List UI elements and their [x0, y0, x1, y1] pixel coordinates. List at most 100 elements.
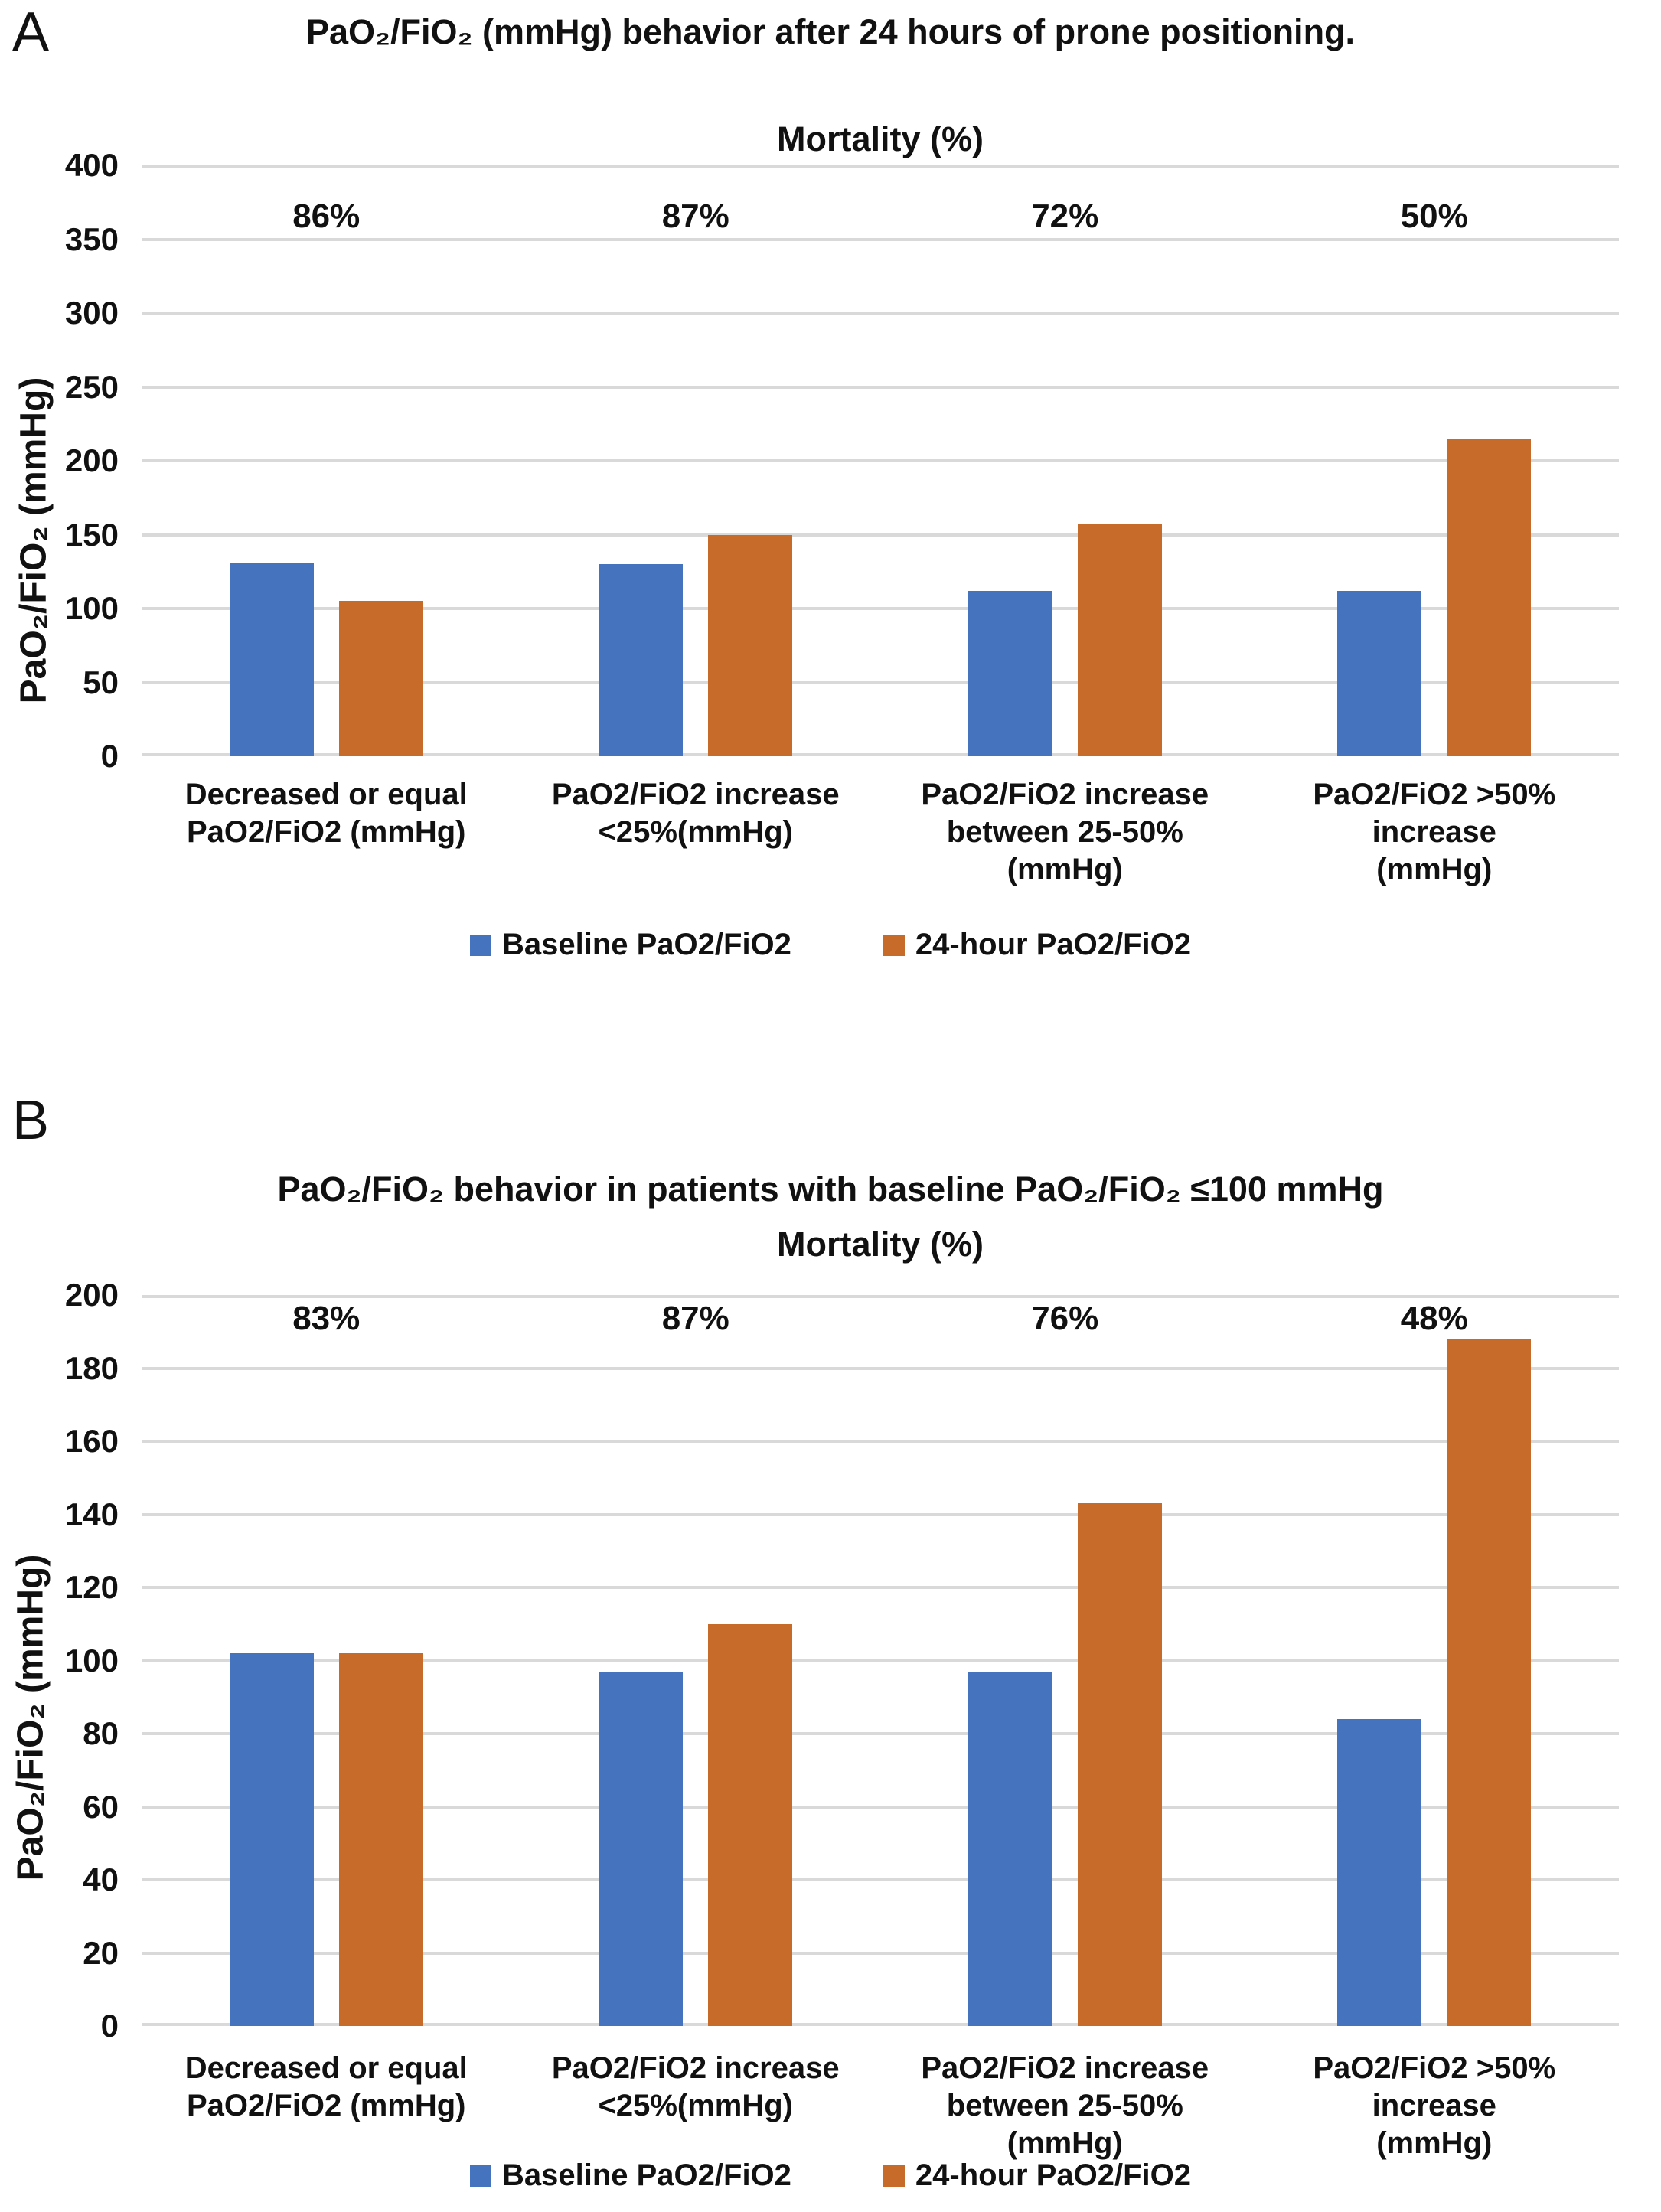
bar-group	[1250, 165, 1620, 756]
gridline	[142, 1732, 1619, 1735]
bar-24hour	[1077, 1503, 1162, 2026]
bar-24hour	[338, 601, 423, 756]
bar-24hour	[1077, 524, 1162, 756]
category-label-line: PaO2/FiO2 increase	[921, 2051, 1209, 2085]
y-tick-label: 0	[100, 2008, 119, 2044]
gridline	[142, 312, 1619, 315]
category-label-line: Decreased or equal	[184, 778, 468, 811]
category-label-line: PaO2/FiO2 >50% increase	[1313, 2051, 1556, 2122]
y-tick-label: 40	[83, 1861, 119, 1897]
chart-b-mortality-labels: 83% 87% 76% 48%	[142, 1300, 1619, 1338]
mortality-label: 76%	[1031, 1300, 1099, 1337]
y-tick-label: 400	[64, 147, 119, 183]
mortality-label: 87%	[661, 1300, 729, 1337]
gridline	[142, 1512, 1619, 1516]
category-label: PaO2/FiO2 increase <25%(mmHg)	[511, 2050, 881, 2162]
gridline	[142, 1295, 1619, 1298]
category-label: PaO2/FiO2 >50% increase (mmHg)	[1250, 776, 1620, 889]
gridline	[142, 1366, 1619, 1370]
legend-label: Baseline PaO2/FiO2	[501, 928, 791, 961]
chart-b-bars	[142, 1295, 1619, 2026]
panel-b-letter: B	[12, 1090, 50, 1151]
mortality-label: 83%	[292, 1300, 361, 1337]
legend-label: 24-hour PaO2/FiO2	[915, 2158, 1192, 2192]
y-tick-label: 250	[64, 368, 119, 405]
y-tick-label: 100	[64, 590, 119, 626]
y-tick-label: 160	[64, 1423, 119, 1459]
category-label-line: PaO2/FiO2 (mmHg)	[186, 815, 466, 849]
mortality-label: 50%	[1400, 197, 1468, 235]
bar-baseline	[599, 1671, 684, 2026]
bar-group	[142, 165, 511, 756]
category-label-line: (mmHg)	[1376, 853, 1493, 886]
gridline	[142, 533, 1619, 537]
bar-group	[880, 1295, 1250, 2026]
bar-24hour	[1447, 1339, 1532, 2026]
chart-a-category-labels: Decreased or equal PaO2/FiO2 (mmHg) PaO2/F…	[142, 776, 1619, 889]
bar-group	[142, 1295, 511, 2026]
mortality-label: 86%	[292, 197, 361, 235]
bar-24hour	[708, 1623, 793, 2026]
category-label: PaO2/FiO2 increase <25%(mmHg)	[511, 776, 881, 889]
chart-b-plot-area: 83% 87% 76% 48% 0 20 40 60 80 100 120 140 160 180 200	[65, 1277, 1619, 2044]
bar-24hour	[338, 1652, 423, 2026]
y-tick-label: 350	[64, 220, 119, 257]
category-label: PaO2/FiO2 >50% increase (mmHg)	[1250, 2050, 1620, 2162]
category-label-line: between 25-50% (mmHg)	[946, 815, 1183, 886]
bar-baseline	[229, 1652, 314, 2026]
category-label-line: PaO2/FiO2 (mmHg)	[186, 2089, 466, 2122]
chart-b-category-labels: Decreased or equal PaO2/FiO2 (mmHg) PaO2/F…	[142, 2050, 1619, 2162]
y-tick-label: 300	[64, 295, 119, 331]
after24h-legend-swatch	[883, 934, 905, 956]
legend-label: 24-hour PaO2/FiO2	[915, 928, 1192, 961]
y-tick-label: 140	[64, 1496, 119, 1532]
mortality-label: 87%	[661, 197, 729, 235]
category-label-line: PaO2/FiO2 >50% increase	[1313, 778, 1556, 849]
category-label-line: PaO2/FiO2 increase	[551, 2051, 840, 2085]
chart-b-y-axis-title: PaO₂/FiO₂ (mmHg)	[10, 1554, 51, 1881]
baseline-legend-swatch	[469, 2165, 491, 2187]
bar-baseline	[968, 590, 1052, 756]
y-tick-label: 100	[64, 1642, 119, 1679]
category-label-line: (mmHg)	[1376, 2126, 1493, 2160]
bar-baseline	[229, 563, 314, 756]
category-label: PaO2/FiO2 increase between 25-50% (mmHg)	[880, 776, 1250, 889]
bar-group	[1250, 1295, 1620, 2026]
gridline	[142, 607, 1619, 610]
gridline	[142, 237, 1619, 241]
y-tick-label: 80	[83, 1715, 119, 1751]
chart-b-title: PaO₂/FiO₂ behavior in patients with base…	[277, 1170, 1384, 1209]
mortality-label: 72%	[1031, 197, 1099, 235]
category-label-line: between 25-50% (mmHg)	[946, 2089, 1183, 2160]
category-label-line: PaO2/FiO2 increase	[551, 778, 840, 811]
category-label: Decreased or equal PaO2/FiO2 (mmHg)	[142, 2050, 511, 2162]
y-tick-label: 180	[64, 1349, 119, 1386]
chart-a-plot-area: 86% 87% 72% 50% 0 50 100 150 200 250 300 350 400	[65, 147, 1619, 774]
legend-item: Baseline PaO2/FiO2	[469, 2158, 791, 2193]
chart-a-bars	[142, 165, 1619, 756]
gridline	[142, 680, 1619, 684]
bar-group	[511, 1295, 881, 2026]
baseline-legend-swatch	[469, 934, 491, 956]
gridline	[142, 1805, 1619, 1809]
y-tick-label: 150	[64, 516, 119, 553]
bar-baseline	[968, 1671, 1052, 2026]
category-label: Decreased or equal PaO2/FiO2 (mmHg)	[142, 776, 511, 889]
gridline	[142, 1878, 1619, 1881]
bar-24hour	[708, 534, 793, 756]
chart-b-mortality-heading: Mortality (%)	[777, 1225, 984, 1264]
legend-item: Baseline PaO2/FiO2	[469, 928, 791, 962]
category-label-line: PaO2/FiO2 increase	[921, 778, 1209, 811]
chart-a-title: PaO₂/FiO₂ (mmHg) behavior after 24 hours…	[305, 12, 1356, 51]
gridline	[142, 1659, 1619, 1662]
legend-item: 24-hour PaO2/FiO2	[883, 2158, 1191, 2193]
bar-24hour	[1447, 439, 1532, 756]
gridline	[142, 459, 1619, 462]
y-tick-label: 120	[64, 1569, 119, 1605]
legend-item: 24-hour PaO2/FiO2	[883, 928, 1191, 962]
gridline	[142, 753, 1619, 756]
gridline	[142, 165, 1619, 168]
panel-a-letter: A	[12, 2, 50, 63]
chart-a-y-axis-title: PaO₂/FiO₂ (mmHg)	[13, 377, 54, 704]
